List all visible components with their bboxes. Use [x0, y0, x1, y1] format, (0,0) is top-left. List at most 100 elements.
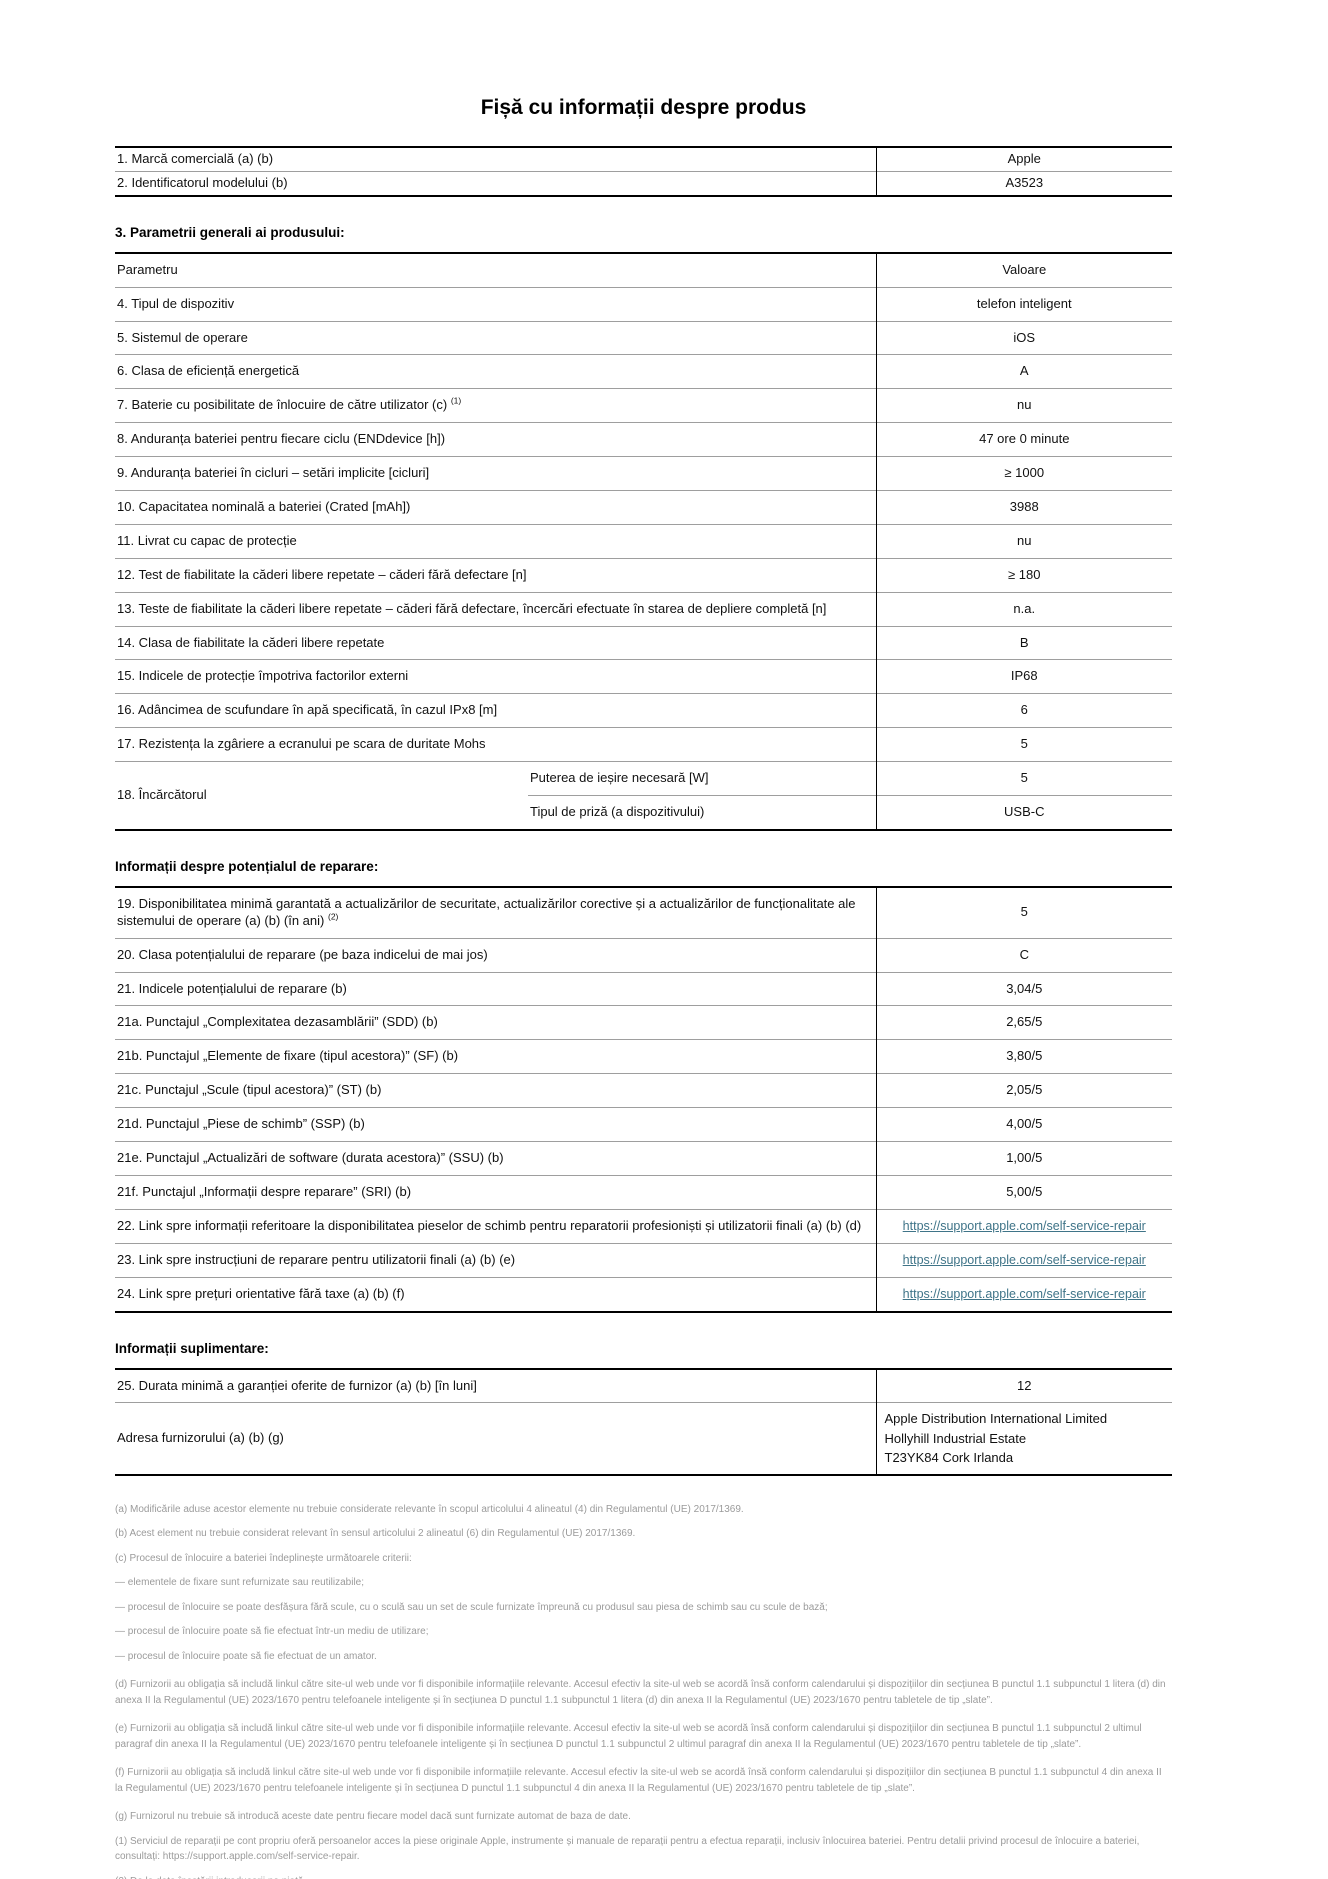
- row-value: 3,80/5: [875, 1039, 1173, 1074]
- row-value: iOS: [875, 320, 1173, 355]
- section-heading-additional: Informații suplimentare:: [115, 1340, 269, 1356]
- row-sublabel: Puterea de ieșire necesară [W]: [528, 761, 877, 796]
- repairability-table: 19. Disponibilitatea minimă garantată a …: [115, 885, 1173, 1313]
- row-label: 21e. Punctajul „Actualizări de software …: [115, 1141, 877, 1176]
- row-value: A: [875, 354, 1173, 389]
- row-label-text: 19. Disponibilitatea minimă garantată a …: [117, 895, 856, 928]
- row-value: B: [875, 625, 1173, 660]
- table-row: 4. Tipul de dispozitiv telefon inteligen…: [115, 286, 1173, 322]
- section-heading-general: 3. Parametrii generali ai produsului:: [115, 224, 345, 240]
- table-row: 7. Baterie cu posibilitate de înlocuire …: [115, 388, 1173, 423]
- footnote: — procesul de înlocuire poate să fie efe…: [115, 1626, 429, 1638]
- row-value: 6: [875, 693, 1173, 728]
- row-label: 11. Livrat cu capac de protecție: [115, 523, 877, 559]
- row-value: telefon inteligent: [875, 286, 1173, 322]
- footnote: (1) Serviciul de reparații pe cont propr…: [115, 1835, 1140, 1863]
- row-label: 25. Durata minimă a garanției oferite de…: [117, 1377, 477, 1393]
- row-label: 4. Tipul de dispozitiv: [115, 286, 877, 322]
- row-value: https://support.apple.com/self-service-r…: [875, 1276, 1173, 1312]
- row-value: 47 ore 0 minute: [875, 422, 1173, 457]
- address-line: T23YK84 Cork Irlanda: [884, 1450, 1014, 1466]
- row-value: nu: [875, 388, 1173, 423]
- row-label: 19. Disponibilitatea minimă garantată a …: [115, 887, 876, 938]
- row-label: 24. Link spre prețuri orientative fără t…: [115, 1276, 877, 1312]
- row-label: 23. Link spre instrucțiuni de reparare p…: [115, 1242, 877, 1278]
- table-row: 23. Link spre instrucțiuni de reparare p…: [115, 1242, 1173, 1278]
- table-row: 24. Link spre prețuri orientative fără t…: [115, 1276, 1173, 1312]
- row-label: 5. Sistemul de operare: [115, 320, 877, 355]
- row-value: C: [875, 937, 1173, 973]
- footnote: (2) De la data încetării introducerii pe…: [115, 1874, 1172, 1879]
- row-label: 21d. Punctajul „Piese de schimb” (SSP) (…: [115, 1107, 877, 1142]
- table-row: 16. Adâncimea de scufundare în apă speci…: [115, 693, 1173, 728]
- row-label: 22. Link spre informații referitoare la …: [115, 1208, 877, 1244]
- row-value: 2,65/5: [875, 1005, 1173, 1040]
- table-row: 21d. Punctajul „Piese de schimb” (SSP) (…: [115, 1107, 1173, 1142]
- row-label: 14. Clasa de fiabilitate la căderi liber…: [115, 625, 877, 660]
- address-line: Apple Distribution International Limited: [884, 1411, 1108, 1427]
- footnote: (e) Furnizorii au obligația să includă l…: [115, 1723, 1142, 1750]
- row-value: 12: [875, 1368, 1172, 1403]
- row-value: 5,00/5: [875, 1174, 1173, 1210]
- row-value: A3523: [875, 170, 1173, 196]
- table-row: 17. Rezistența la zgâriere a ecranului p…: [115, 727, 1173, 762]
- row-value: 1,00/5: [875, 1141, 1173, 1176]
- column-header-parameter: Parametru: [117, 261, 178, 277]
- footnote: (b) Acest element nu trebuie considerat …: [115, 1528, 636, 1540]
- footnote: (f) Furnizorii au obligația să includă l…: [115, 1767, 1162, 1794]
- row-value: IP68: [875, 659, 1173, 694]
- page-title: Fișă cu informații despre produs: [480, 96, 807, 119]
- table-row: 21f. Punctajul „Informații despre repara…: [115, 1174, 1173, 1210]
- row-value: 3,04/5: [875, 971, 1173, 1006]
- table-row: 21a. Punctajul „Complexitatea dezasamblă…: [115, 1005, 1173, 1040]
- table-row: 14. Clasa de fiabilitate la căderi liber…: [115, 625, 1173, 660]
- footnote: (d) Furnizorii au obligația să includă l…: [115, 1679, 1166, 1706]
- address-line: Hollyhill Industrial Estate: [884, 1430, 1027, 1446]
- table-row: 22. Link spre informații referitoare la …: [115, 1208, 1173, 1244]
- row-label: 12. Test de fiabilitate la căderi libere…: [115, 557, 877, 593]
- column-header-value: Valoare: [875, 252, 1173, 288]
- row-value: ≥ 180: [875, 557, 1173, 593]
- table-row: 21. Indicele potențialului de reparare (…: [115, 971, 1173, 1006]
- row-label: 8. Anduranța bateriei pentru fiecare cic…: [115, 422, 877, 457]
- row-value: https://support.apple.com/self-service-r…: [875, 1242, 1173, 1278]
- footnote: — elementele de fixare sunt refurnizate …: [115, 1577, 365, 1589]
- row-label: 15. Indicele de protecție împotriva fact…: [115, 659, 877, 694]
- table-row-charger: Tipul de priză (a dispozitivului) USB-C: [115, 795, 1173, 830]
- self-service-repair-link[interactable]: https://support.apple.com/self-service-r…: [902, 1218, 1146, 1233]
- table-row: 11. Livrat cu capac de protecție nu: [115, 523, 1173, 559]
- row-value: 2,05/5: [875, 1073, 1173, 1108]
- table-row-charger: 18. Încărcătorul Puterea de ieșire neces…: [115, 761, 1173, 830]
- row-label: 6. Clasa de eficiență energetică: [115, 354, 877, 389]
- row-value: 5: [875, 761, 1173, 796]
- row-value: 3988: [875, 490, 1173, 525]
- table-row: 6. Clasa de eficiență energetică A: [115, 354, 1173, 389]
- row-label: 18. Încărcătorul: [115, 761, 528, 830]
- table-row: 5. Sistemul de operare iOS: [115, 320, 1173, 355]
- table-row: 15. Indicele de protecție împotriva fact…: [115, 659, 1173, 694]
- identity-table: 1. Marcă comercială (a) (b) Apple 2. Ide…: [115, 146, 1173, 197]
- row-value: n.a.: [875, 591, 1173, 627]
- row-label: Adresa furnizorului (a) (b) (g): [115, 1402, 876, 1475]
- row-sublabel: Tipul de priză (a dispozitivului): [528, 795, 877, 830]
- table-row: 20. Clasa potențialului de reparare (pe …: [115, 937, 1173, 973]
- self-service-repair-link[interactable]: https://support.apple.com/self-service-r…: [902, 1252, 1146, 1267]
- table-row: 12. Test de fiabilitate la căderi libere…: [115, 557, 1173, 593]
- footnote: (a) Modificările aduse acestor elemente …: [115, 1503, 744, 1515]
- footnote: — procesul de înlocuire se poate desfășu…: [115, 1601, 828, 1613]
- table-header-row: Parametru Valoare: [115, 252, 1173, 288]
- row-label: 21b. Punctajul „Elemente de fixare (tipu…: [115, 1039, 877, 1074]
- self-service-repair-link[interactable]: https://support.apple.com/self-service-r…: [902, 1286, 1146, 1301]
- table-row: 8. Anduranța bateriei pentru fiecare cic…: [115, 422, 1173, 457]
- row-label: 7. Baterie cu posibilitate de înlocuire …: [115, 388, 877, 423]
- footnote-ref-2: (2): [327, 911, 339, 922]
- row-label: 21f. Punctajul „Informații despre repara…: [115, 1174, 877, 1210]
- table-row: 10. Capacitatea nominală a bateriei (Cra…: [115, 490, 1173, 525]
- additional-information-table: 25. Durata minimă a garanției oferite de…: [115, 1367, 1172, 1476]
- row-label-text: 7. Baterie cu posibilitate de înlocuire …: [117, 397, 448, 413]
- row-label: 21. Indicele potențialului de reparare (…: [115, 971, 877, 1006]
- table-row: 25. Durata minimă a garanției oferite de…: [115, 1368, 1172, 1403]
- row-value: USB-C: [875, 795, 1173, 830]
- table-row: 1. Marcă comercială (a) (b) Apple: [115, 147, 1173, 172]
- row-value: Apple: [875, 147, 1173, 172]
